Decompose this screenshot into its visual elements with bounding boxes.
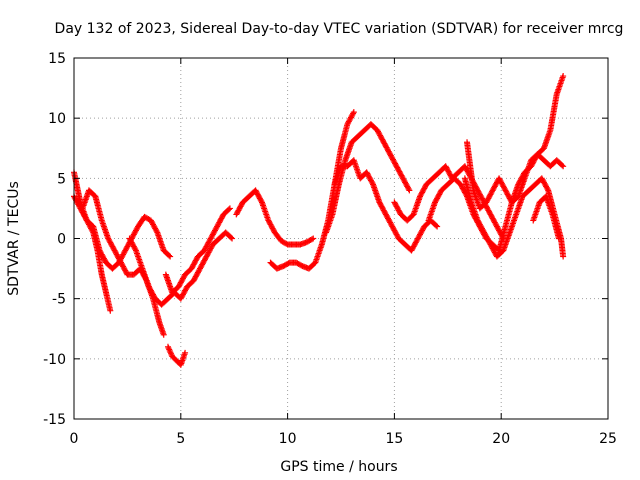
data-point — [225, 206, 232, 213]
y-tick-label: -10 — [43, 352, 66, 368]
data-layer — [71, 73, 567, 368]
y-tick-label: 5 — [57, 171, 66, 187]
series-satellite-track-10 — [331, 157, 441, 254]
data-point — [555, 235, 562, 242]
x-tick-label: 20 — [492, 431, 510, 447]
data-point — [434, 223, 441, 230]
data-point — [227, 234, 234, 241]
data-point — [107, 307, 114, 314]
series-satellite-track-2 — [71, 193, 114, 314]
data-point — [182, 349, 189, 356]
data-point — [226, 205, 233, 212]
series-satellite-track-9 — [323, 121, 413, 236]
data-point — [160, 331, 167, 338]
data-point — [405, 186, 412, 193]
y-tick-label: 10 — [48, 111, 66, 127]
data-point — [258, 198, 265, 205]
data-point — [406, 187, 413, 194]
x-tick-label: 5 — [176, 431, 185, 447]
data-point — [433, 222, 440, 229]
series-satellite-track-15 — [530, 193, 562, 242]
x-tick-label: 0 — [70, 431, 79, 447]
y-tick-label: 0 — [57, 232, 66, 248]
data-point — [166, 252, 173, 259]
data-point — [89, 228, 96, 235]
series-satellite-track-4 — [126, 229, 236, 308]
series-satellite-track-13 — [461, 175, 567, 260]
data-point — [168, 350, 175, 357]
y-tick-label: -5 — [52, 292, 66, 308]
series-satellite-track-5 — [162, 205, 233, 296]
data-point — [153, 228, 160, 235]
x-tick-label: 15 — [385, 431, 403, 447]
data-point — [350, 110, 357, 117]
data-point — [132, 246, 139, 253]
data-point — [165, 345, 172, 352]
data-point — [560, 253, 567, 260]
series-satellite-track-7 — [233, 187, 317, 248]
y-tick-label: -15 — [43, 412, 66, 428]
data-point — [308, 236, 315, 243]
chart-title: Day 132 of 2023, Sidereal Day-to-day VTE… — [55, 21, 624, 37]
data-point — [310, 235, 317, 242]
data-point — [229, 235, 236, 242]
data-point — [559, 162, 566, 169]
y-tick-label: 15 — [48, 51, 66, 67]
series-satellite-track-6 — [164, 343, 189, 368]
data-point — [560, 73, 567, 80]
x-tick-label: 25 — [599, 431, 617, 447]
series-satellite-track-14 — [464, 139, 567, 212]
series-satellite-track-3 — [79, 187, 167, 338]
data-point — [166, 346, 173, 353]
data-point — [164, 343, 171, 350]
grid-lines — [74, 58, 608, 419]
data-point — [167, 349, 174, 356]
data-point — [166, 347, 173, 354]
data-point — [369, 180, 376, 187]
axis-ticks: 0 5 10 15 20 25 -15 -10 -5 0 5 10 15 — [43, 51, 617, 447]
x-tick-label: 10 — [279, 431, 297, 447]
data-point — [167, 253, 174, 260]
series-satellite-track-8 — [267, 109, 357, 272]
data-point — [544, 186, 551, 193]
x-axis-label: GPS time / hours — [280, 459, 397, 475]
data-point — [560, 163, 567, 170]
y-axis-label: SDTVAR / TECUs — [6, 181, 22, 296]
data-point — [350, 109, 357, 116]
